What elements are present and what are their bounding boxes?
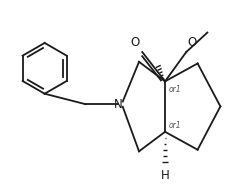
Text: or1: or1 — [168, 121, 181, 130]
Text: O: O — [188, 36, 197, 50]
Text: O: O — [131, 36, 140, 50]
Text: H: H — [161, 169, 169, 182]
Text: or1: or1 — [168, 85, 181, 94]
Text: N: N — [113, 98, 122, 111]
